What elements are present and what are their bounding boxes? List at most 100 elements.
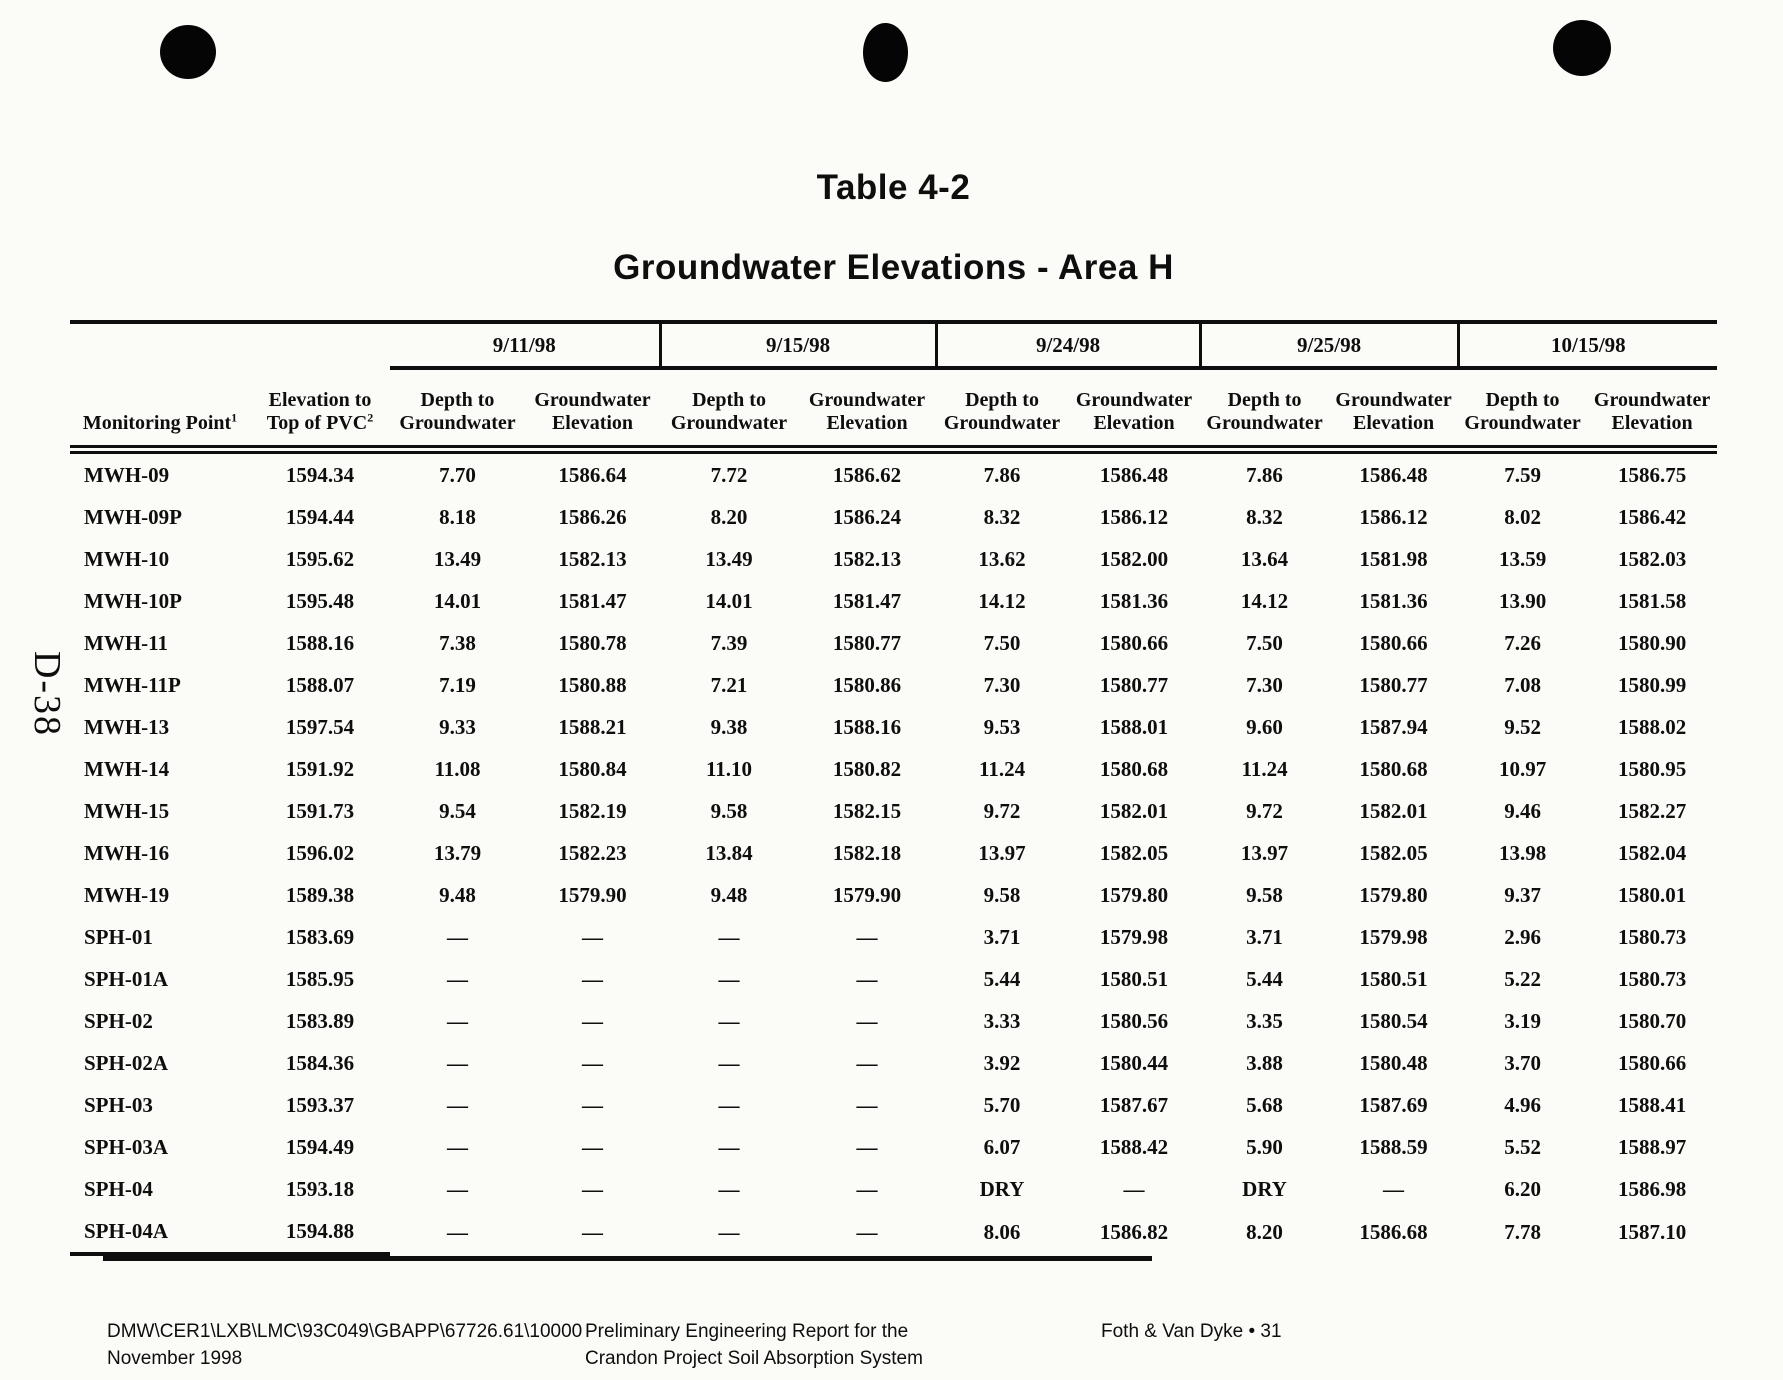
depth-label-line1: Depth to: [1227, 388, 1302, 411]
cell-depth-3: 3.71: [983, 924, 1021, 949]
footer-report-line2: Crandon Project Soil Absorption System: [585, 1348, 923, 1369]
cell-depth-2: 9.48: [710, 882, 748, 907]
date-header-row: 9/11/98 9/15/98 9/24/98 9/25/98 10/15/98: [70, 322, 1718, 370]
cell-gw-elev-4: 1586.12: [1359, 504, 1428, 529]
cell-depth-2: 9.58: [710, 798, 748, 823]
cell-depth-1: 13.49: [433, 546, 482, 571]
cell-depth-4: 13.64: [1240, 546, 1289, 571]
cell-pvc-elevation: 1585.95: [285, 966, 355, 991]
punch-hole-center: [863, 23, 908, 82]
cell-gw-elev-2: 1580.82: [832, 756, 902, 781]
cell-depth-5: 6.20: [1504, 1176, 1541, 1201]
elevation-label-line2: Top of PVC: [266, 412, 368, 435]
footer-doc-code-block: DMW\CER1\LXB\LMC\93C049\GBAPP\67726.61\1…: [107, 1318, 582, 1372]
cell-depth-2: 9.38: [710, 714, 748, 739]
cell-depth-2: —: [718, 966, 740, 991]
cell-gw-elev-5: 1582.03: [1617, 546, 1687, 571]
cell-monitoring-point: SPH-02A: [84, 1050, 168, 1075]
depth-label-line1: Depth to: [1485, 388, 1560, 411]
cell-depth-2: 13.84: [705, 840, 753, 865]
cell-depth-3: 13.62: [978, 546, 1026, 571]
gw-label-line2: Elevation: [551, 412, 634, 435]
cell-pvc-elevation: 1583.69: [285, 924, 355, 949]
table-row: MWH-11P 1588.07 7.19 1580.88 7.21 1580.8…: [70, 664, 1717, 706]
table-row: MWH-10P 1595.48 14.01 1581.47 14.01 1581…: [70, 580, 1717, 622]
cell-gw-elev-3: 1580.77: [1099, 672, 1169, 697]
cell-depth-3: 5.44: [983, 966, 1021, 991]
cell-gw-elev-4: 1580.48: [1359, 1050, 1428, 1075]
cell-depth-3: 9.53: [983, 714, 1021, 739]
col-header-depth-3: Depth to Groundwater: [936, 368, 1069, 454]
cell-pvc-elevation: 1593.37: [285, 1092, 355, 1117]
table-row: SPH-01A 1585.95 — — — — 5.44 1580.51 5.4…: [70, 958, 1717, 1000]
cell-monitoring-point: MWH-11P: [84, 672, 181, 697]
cell-depth-1: 9.54: [439, 798, 476, 823]
punch-hole-right: [1553, 20, 1611, 76]
cell-gw-elev-5: 1580.99: [1617, 672, 1687, 697]
cell-depth-3: 11.24: [978, 756, 1026, 781]
gw-label-line2: Elevation: [1352, 412, 1435, 435]
col-header-gw-elev-3: Groundwater Elevation: [1068, 368, 1201, 454]
date-header-5: 10/15/98: [1456, 322, 1718, 370]
footer-report-title-block: Preliminary Engineering Report for the C…: [585, 1318, 923, 1372]
cell-gw-elev-2: 1580.77: [832, 630, 902, 655]
cell-depth-1: —: [447, 1092, 468, 1117]
cell-monitoring-point: MWH-11: [84, 630, 168, 655]
cell-pvc-elevation: 1595.62: [285, 546, 355, 571]
col-header-depth-2: Depth to Groundwater: [660, 368, 799, 454]
cell-gw-elev-1: —: [582, 1219, 603, 1244]
cell-gw-elev-1: 1580.78: [558, 630, 627, 655]
cell-depth-3: 9.58: [983, 882, 1021, 907]
date-header-3: 9/24/98: [934, 322, 1201, 370]
cell-depth-1: 9.33: [439, 714, 476, 739]
cell-gw-elev-1: 1586.26: [558, 504, 627, 529]
gw-label-line2: Elevation: [826, 412, 908, 435]
depth-label-line2: Groundwater: [399, 412, 516, 435]
cell-gw-elev-5: 1580.95: [1617, 756, 1687, 781]
cell-depth-5: 9.52: [1504, 714, 1541, 739]
cell-gw-elev-2: 1588.16: [832, 714, 902, 739]
cell-depth-1: 7.38: [439, 630, 476, 655]
cell-gw-elev-3: 1586.82: [1099, 1219, 1169, 1244]
cell-gw-elev-4: 1587.69: [1359, 1092, 1428, 1117]
cell-monitoring-point: MWH-10: [84, 546, 170, 571]
gw-label-line1: Groundwater: [808, 388, 926, 411]
cell-gw-elev-4: 1586.68: [1359, 1219, 1428, 1244]
cell-gw-elev-2: 1580.86: [832, 672, 902, 697]
table-row: SPH-04 1593.18 — — — — DRY — DRY — 6.20 …: [70, 1168, 1717, 1210]
cell-depth-1: —: [447, 1008, 468, 1033]
table-row: SPH-02A 1584.36 — — — — 3.92 1580.44 3.8…: [70, 1042, 1717, 1084]
cell-gw-elev-4: 1586.48: [1359, 462, 1428, 487]
cell-gw-elev-2: —: [856, 1050, 878, 1075]
cell-depth-2: —: [718, 1008, 740, 1033]
cell-depth-3: 5.70: [983, 1092, 1021, 1117]
cell-gw-elev-3: 1587.67: [1099, 1092, 1169, 1117]
cell-gw-elev-2: —: [856, 924, 878, 949]
gw-label-line2: Elevation: [1093, 412, 1175, 435]
cell-depth-1: 9.48: [439, 882, 476, 907]
cell-depth-4: 3.71: [1246, 924, 1283, 949]
cell-depth-3: DRY: [979, 1176, 1025, 1201]
date-header-1: 9/11/98: [390, 322, 661, 370]
depth-label-line1: Depth to: [692, 388, 766, 411]
cell-gw-elev-2: 1581.47: [832, 588, 902, 613]
cell-depth-4: 9.60: [1246, 714, 1283, 739]
gw-label-line2: Elevation: [1611, 412, 1693, 435]
cell-pvc-elevation: 1583.89: [285, 1008, 355, 1033]
cell-gw-elev-4: 1581.98: [1359, 546, 1428, 571]
cell-gw-elev-5: 1582.27: [1617, 798, 1687, 823]
cell-pvc-elevation: 1595.48: [285, 588, 355, 613]
cell-gw-elev-3: 1580.56: [1099, 1008, 1169, 1033]
cell-gw-elev-5: 1586.42: [1617, 504, 1687, 529]
table-row: MWH-19 1589.38 9.48 1579.90 9.48 1579.90…: [70, 874, 1717, 916]
page-margin-label: D-38: [26, 650, 68, 738]
col-header-depth-1: Depth to Groundwater: [390, 368, 525, 454]
table-row: SPH-03A 1594.49 — — — — 6.07 1588.42 5.9…: [70, 1126, 1717, 1168]
cell-depth-2: —: [718, 1092, 740, 1117]
cell-pvc-elevation: 1594.44: [285, 504, 355, 529]
cell-gw-elev-1: —: [582, 1008, 603, 1033]
cell-depth-3: 3.33: [983, 1008, 1021, 1033]
cell-gw-elev-5: 1580.01: [1617, 882, 1687, 907]
cell-depth-4: 8.20: [1246, 1219, 1283, 1244]
